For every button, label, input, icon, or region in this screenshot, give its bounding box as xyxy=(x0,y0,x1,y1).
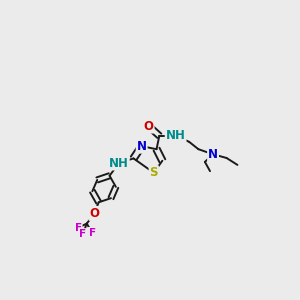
Text: NH: NH xyxy=(109,157,129,169)
Text: N: N xyxy=(137,140,147,153)
Text: S: S xyxy=(149,166,158,179)
Text: NH: NH xyxy=(166,129,185,142)
Text: F: F xyxy=(88,228,96,238)
Text: O: O xyxy=(89,207,100,220)
Text: F: F xyxy=(79,229,86,239)
Text: F: F xyxy=(75,223,82,233)
Text: O: O xyxy=(144,120,154,133)
Text: N: N xyxy=(208,148,218,161)
